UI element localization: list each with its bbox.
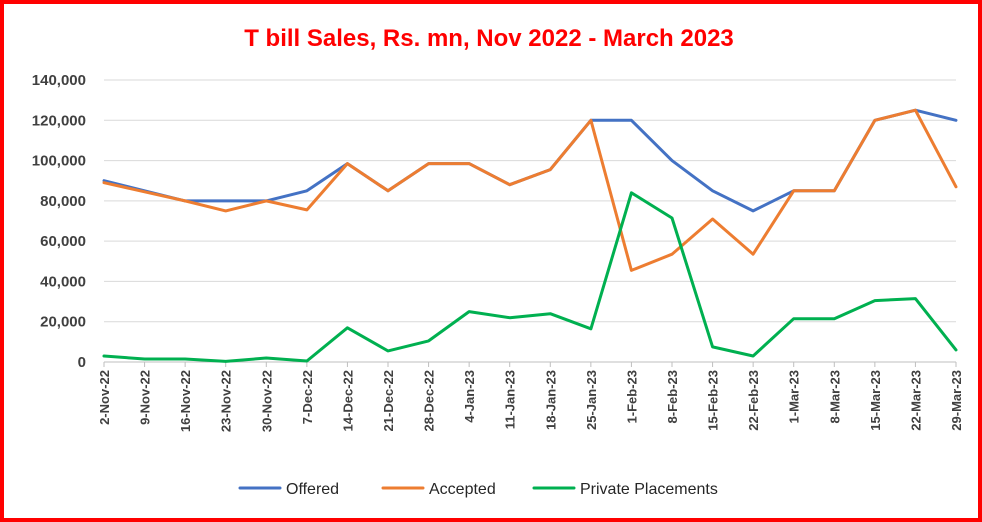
x-tick-label: 14-Dec-22	[340, 370, 355, 431]
legend-label: Offered	[286, 481, 339, 498]
x-tick-label: 7-Dec-22	[300, 370, 315, 424]
legend-label: Private Placements	[580, 481, 718, 498]
x-tick-label: 15-Feb-23	[706, 370, 721, 431]
series-line-private-placements	[102, 191, 958, 363]
y-tick-label: 40,000	[40, 273, 86, 290]
x-tick-label: 18-Jan-23	[543, 370, 558, 430]
y-tick-label: 20,000	[40, 314, 86, 331]
y-tick-label: 0	[78, 354, 86, 371]
x-tick-label: 23-Nov-22	[219, 370, 234, 432]
y-tick-label: 60,000	[40, 233, 86, 250]
series-line-accepted	[102, 108, 958, 272]
y-tick-label: 120,000	[32, 112, 86, 129]
x-axis-tick-labels: 2-Nov-22 9-Nov-22 16-Nov-22 23-Nov-22 30-Nov…	[97, 362, 964, 432]
x-tick-label: 4-Jan-23	[462, 370, 477, 423]
y-tick-label: 140,000	[32, 72, 86, 89]
x-tick-label: 28-Dec-22	[422, 370, 437, 431]
x-tick-label: 2-Nov-22	[97, 370, 112, 425]
y-tick-label: 100,000	[32, 153, 86, 170]
x-tick-label: 16-Nov-22	[178, 370, 193, 432]
y-axis-tick-labels: 0 20,000 40,000 60,000 80,000 100,000 120,000 1…	[32, 72, 86, 371]
chart-title: T bill Sales, Rs. mn, Nov 2022 - March 2…	[244, 25, 734, 52]
x-tick-label: 1-Mar-23	[787, 370, 802, 423]
y-tick-label: 80,000	[40, 193, 86, 210]
x-tick-label: 8-Feb-23	[665, 370, 680, 423]
x-tick-label: 9-Nov-22	[138, 370, 153, 425]
x-tick-label: 29-Mar-23	[949, 370, 964, 431]
series-lines	[102, 108, 958, 363]
x-tick-label: 22-Mar-23	[908, 370, 923, 431]
legend: Offered Accepted Private Placements	[238, 481, 718, 498]
x-tick-label: 8-Mar-23	[827, 370, 842, 423]
x-tick-label: 22-Feb-23	[746, 370, 761, 431]
x-tick-label: 1-Feb-23	[624, 370, 639, 423]
x-tick-label: 25-Jan-23	[584, 370, 599, 430]
x-tick-label: 30-Nov-22	[259, 370, 274, 432]
x-tick-label: 15-Mar-23	[868, 370, 883, 431]
x-tick-label: 11-Jan-23	[503, 370, 518, 429]
legend-label: Accepted	[429, 481, 496, 498]
x-tick-label: 21-Dec-22	[381, 370, 396, 431]
